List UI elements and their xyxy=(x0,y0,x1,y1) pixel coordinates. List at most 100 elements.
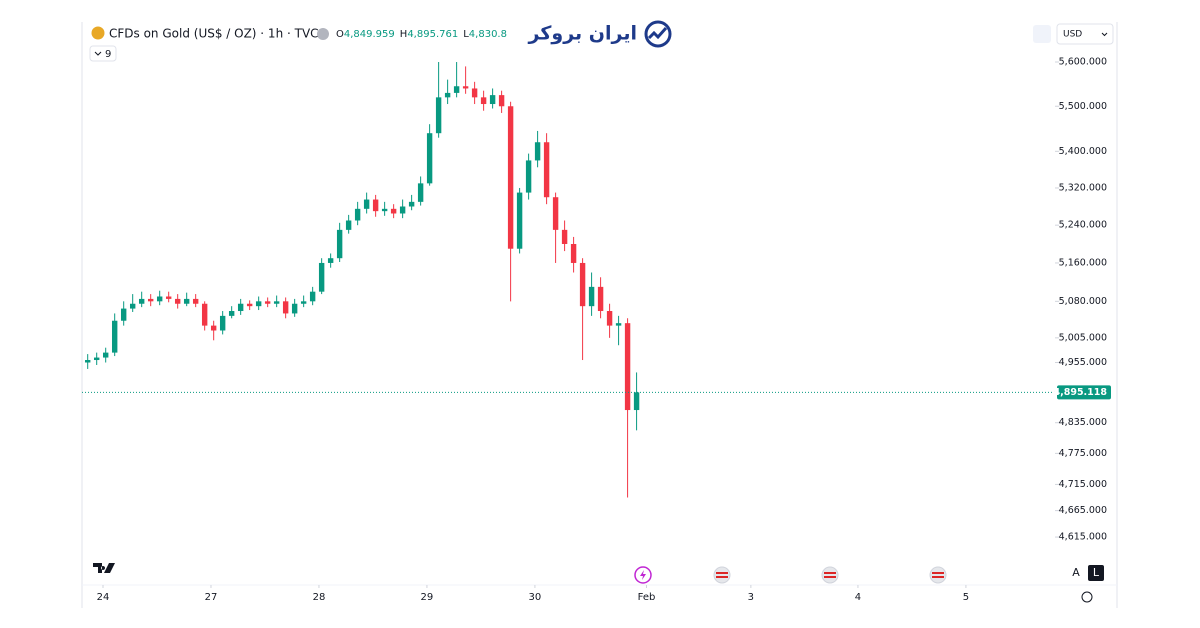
candle-body xyxy=(183,298,190,304)
currency-select[interactable] xyxy=(1056,23,1114,45)
candle-body xyxy=(210,325,217,331)
settings-button[interactable] xyxy=(1033,25,1051,43)
auto-scale-button[interactable] xyxy=(1068,565,1084,581)
y-tick-label: 4,615.000 xyxy=(1059,532,1107,543)
candle-body xyxy=(615,323,622,326)
candle-body xyxy=(498,95,505,107)
candle-body xyxy=(309,291,316,302)
flag-stripe xyxy=(716,572,728,574)
candle-body xyxy=(147,298,154,302)
candle-body xyxy=(201,303,208,326)
candle-body xyxy=(489,95,496,105)
x-tick-label: 30 xyxy=(529,592,542,603)
candle-body xyxy=(588,286,595,307)
candle-body xyxy=(300,301,307,304)
candle-body xyxy=(525,160,532,193)
y-tick-label: 5,005.000 xyxy=(1059,332,1107,343)
candle-body xyxy=(381,208,388,212)
candle-body xyxy=(327,258,334,263)
candle-body xyxy=(435,97,442,134)
last-price-box xyxy=(1057,385,1111,400)
symbol-title: CFDs on Gold (US$ / OZ) · 1h · TVC xyxy=(109,27,319,41)
brand-logo xyxy=(644,20,672,48)
y-tick-label: 4,955.000 xyxy=(1059,357,1107,368)
y-tick-label: 4,665.000 xyxy=(1059,505,1107,516)
x-tick-label: 3 xyxy=(748,592,754,603)
flag-stripe xyxy=(716,576,728,578)
candle-body xyxy=(426,133,433,184)
y-tick-label: 5,080.000 xyxy=(1059,296,1107,307)
candle-body xyxy=(507,106,514,249)
candle-body xyxy=(579,262,586,307)
y-tick-label: 5,500.000 xyxy=(1059,101,1107,112)
x-tick-label: 27 xyxy=(205,592,218,603)
candle-body xyxy=(633,392,640,411)
candle-body xyxy=(165,296,172,299)
candle-body xyxy=(453,86,460,93)
chevron xyxy=(1101,32,1108,37)
x-tick-label: 5 xyxy=(963,592,969,603)
candle-body xyxy=(417,183,424,202)
y-tick-label: 4,715.000 xyxy=(1059,479,1107,490)
brand-arrow xyxy=(647,27,668,40)
flag-stripe xyxy=(824,576,836,578)
settings-gear[interactable] xyxy=(1081,591,1093,603)
y-tick-label: 5,160.000 xyxy=(1059,257,1107,268)
candle-body xyxy=(192,298,199,304)
h-value: 4,895.761 xyxy=(407,29,458,40)
candle-body xyxy=(138,298,145,304)
candle-body xyxy=(156,296,163,302)
y-tick-label: 5,400.000 xyxy=(1059,146,1107,157)
candle-body xyxy=(624,323,631,411)
indicator-toggle[interactable] xyxy=(89,45,117,62)
candle-body xyxy=(462,86,469,89)
candle-body xyxy=(291,303,298,314)
candle-body xyxy=(471,88,478,98)
currency: USD xyxy=(1063,30,1082,40)
candle-body xyxy=(552,197,559,230)
o-label: O xyxy=(336,29,344,40)
flag-stripe xyxy=(932,572,944,574)
flag-stripe xyxy=(932,576,944,578)
y-tick-label: 5,320.000 xyxy=(1059,182,1107,193)
candle-body xyxy=(246,303,253,307)
log-scale-button[interactable] xyxy=(1088,565,1104,581)
candle-body xyxy=(111,320,118,353)
y-tick-label: 5,240.000 xyxy=(1059,220,1107,231)
candle-body xyxy=(390,208,397,214)
candle-body xyxy=(606,311,613,326)
h-label: H xyxy=(400,29,408,40)
candle-body xyxy=(93,357,100,361)
candle-body xyxy=(480,97,487,105)
candle-body xyxy=(129,303,136,309)
brand-name: ایران بروکر xyxy=(528,23,637,45)
candle-body xyxy=(228,311,235,316)
candle-body xyxy=(363,199,370,209)
candle-body xyxy=(219,315,226,331)
x-tick-label: Feb xyxy=(638,592,656,603)
candle-body xyxy=(399,206,406,214)
log-scale-label: L xyxy=(1093,566,1100,579)
flag-stripe xyxy=(824,572,836,574)
chevron xyxy=(94,51,102,56)
o-value: 4,849.959 xyxy=(344,29,395,40)
ohlc: O4,849.959 H4,895.761 L4,830.8 xyxy=(336,29,507,40)
candle-body xyxy=(444,92,451,98)
candle-body xyxy=(102,352,109,358)
us-event[interactable] xyxy=(713,566,731,584)
candle-body xyxy=(516,192,523,249)
candle-body xyxy=(174,298,181,304)
us-event[interactable] xyxy=(821,566,839,584)
candle-body xyxy=(282,301,289,314)
y-tick-label: 4,835.000 xyxy=(1059,417,1107,428)
candle-body xyxy=(85,360,91,363)
last-price-label: 4,895.118 xyxy=(1054,387,1108,398)
y-tick-label: 5,600.000 xyxy=(1059,57,1107,68)
l-label: L xyxy=(463,29,469,40)
x-tick-label: 29 xyxy=(421,592,434,603)
us-event[interactable] xyxy=(929,566,947,584)
candle-body xyxy=(543,142,550,198)
